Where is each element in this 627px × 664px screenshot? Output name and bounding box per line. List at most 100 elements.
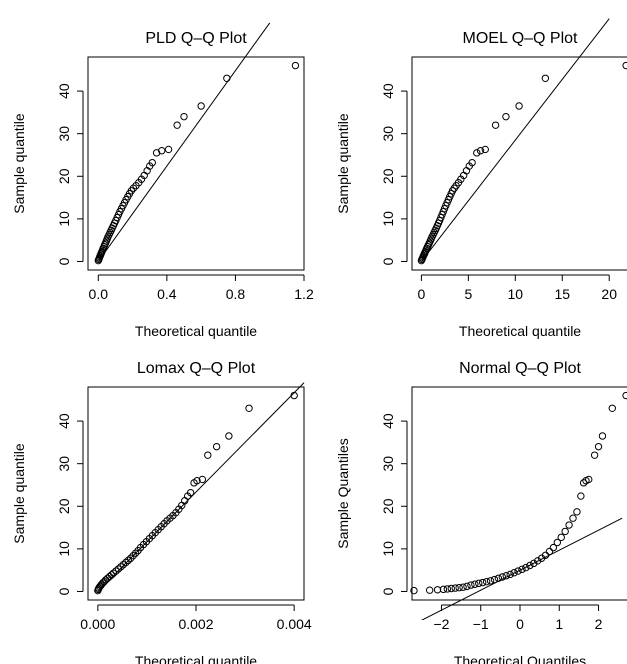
x-axis-label: Theoretical quantile	[459, 323, 581, 339]
data-point	[98, 580, 106, 588]
data-point	[498, 573, 507, 581]
data-point	[204, 451, 212, 459]
x-axis-label: Theoretical Quantiles	[454, 653, 586, 664]
x-tick-label: 0.004	[277, 616, 312, 632]
plot-box	[411, 56, 627, 271]
data-point	[186, 488, 195, 497]
data-point	[533, 557, 542, 565]
x-tick-label: 0.000	[80, 616, 115, 632]
data-point	[506, 570, 514, 579]
data-point	[530, 559, 538, 568]
data-point	[510, 569, 518, 577]
data-point	[569, 514, 577, 522]
x-tick-label: −2	[433, 616, 449, 632]
x-tick-label: 0	[417, 286, 425, 302]
data-point	[577, 492, 585, 500]
data-point	[514, 567, 522, 575]
data-point	[114, 565, 123, 573]
data-point	[129, 184, 138, 192]
data-point	[212, 442, 221, 451]
data-point	[193, 477, 201, 485]
data-point	[502, 572, 510, 580]
y-tick-label: 0	[56, 257, 72, 265]
data-point	[541, 74, 550, 83]
y-axis-label: Sample quantile	[335, 113, 351, 214]
data-point	[478, 578, 487, 587]
data-point	[197, 102, 205, 110]
x-tick-label: 0.0	[89, 286, 109, 302]
data-point	[112, 567, 120, 575]
x-tick-label: 5	[464, 286, 472, 302]
y-tick-label: 30	[56, 126, 72, 142]
data-point	[463, 582, 471, 591]
data-point	[486, 577, 495, 585]
data-point	[541, 551, 550, 559]
x-tick-label: 2	[595, 616, 603, 632]
y-tick-label: 10	[380, 211, 396, 227]
y-tick-label: 40	[56, 413, 72, 429]
x-axis-label: Theoretical quantile	[135, 323, 257, 339]
y-tick-label: 30	[380, 126, 396, 142]
y-tick-label: 20	[56, 168, 72, 184]
data-point	[443, 585, 452, 593]
x-tick-label: 0.002	[178, 616, 213, 632]
data-point	[473, 149, 481, 157]
data-point	[565, 521, 573, 529]
x-axis-label: Theoretical quantile	[135, 653, 257, 664]
qq-panel-1: 0 5 10 15 20 0 10 20 30 40 MOEL Q–Q Plot Theoretica…	[335, 18, 627, 339]
data-point	[579, 479, 588, 487]
y-tick-label: 20	[56, 498, 72, 514]
x-tick-label: 10	[508, 286, 524, 302]
reference-line	[97, 22, 271, 262]
data-point	[223, 74, 231, 83]
y-tick-label: 10	[56, 541, 72, 557]
reference-line	[420, 18, 610, 262]
x-tick-label: −1	[473, 616, 489, 632]
x-tick-label: 1	[555, 616, 563, 632]
x-tick-label: 0.8	[226, 286, 246, 302]
data-point	[122, 558, 130, 567]
data-point	[481, 145, 489, 154]
x-tick-label: 0.4	[157, 286, 177, 302]
data-point	[119, 560, 128, 569]
y-tick-label: 40	[380, 83, 396, 99]
data-point	[526, 561, 534, 570]
data-point	[553, 538, 562, 547]
data-point	[490, 575, 499, 584]
data-point	[129, 551, 137, 560]
data-point	[173, 121, 181, 129]
data-point	[475, 579, 483, 588]
data-point	[109, 569, 118, 577]
y-tick-label: 20	[380, 498, 396, 514]
data-point	[545, 547, 554, 556]
data-point	[502, 112, 510, 121]
data-point	[439, 585, 448, 594]
y-tick-label: 40	[56, 83, 72, 99]
data-point	[573, 508, 581, 516]
y-axis-label: Sample quantile	[11, 443, 27, 544]
plot-box	[87, 56, 305, 271]
data-point	[561, 527, 569, 536]
y-tick-label: 10	[380, 541, 396, 557]
plot-box	[87, 386, 305, 601]
x-tick-label: 0	[516, 616, 524, 632]
data-point	[245, 404, 253, 412]
data-point	[198, 475, 207, 484]
data-point	[482, 577, 491, 586]
y-axis-label: Sample quantile	[11, 113, 27, 214]
y-tick-label: 30	[56, 456, 72, 472]
data-point	[622, 61, 627, 70]
y-axis-label: Sample Quantiles	[335, 438, 351, 549]
data-point	[410, 586, 418, 595]
data-point	[290, 391, 298, 400]
data-point	[124, 556, 132, 565]
qq-panel-0: 0.0 0.4 0.8 1.2 0 10 20 30 40 PLD Q–Q Plot Theoret…	[11, 22, 314, 339]
qq-panel-2: 0.000 0.002 0.004 0 10 20 30 40 Lomax Q–Q Plot Th…	[11, 360, 312, 664]
plot-box	[411, 386, 627, 601]
data-point	[158, 147, 166, 155]
x-tick-label: 20	[601, 286, 617, 302]
panel-title: Normal Q–Q Plot	[459, 360, 581, 377]
data-point	[476, 147, 485, 155]
